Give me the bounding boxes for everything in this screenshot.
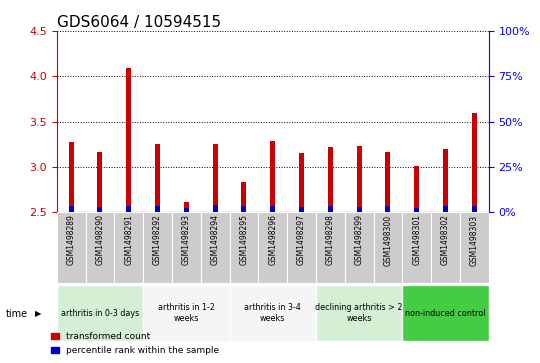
Bar — [230, 212, 258, 283]
Bar — [213, 144, 218, 212]
Text: GSM1498293: GSM1498293 — [182, 215, 191, 265]
Bar — [414, 166, 419, 212]
Bar — [241, 207, 246, 212]
Bar — [126, 68, 131, 212]
Bar — [374, 212, 402, 283]
Bar — [143, 285, 230, 341]
Text: GSM1498291: GSM1498291 — [124, 215, 133, 265]
Text: GSM1498289: GSM1498289 — [66, 215, 76, 265]
Bar — [241, 182, 246, 212]
Bar — [328, 147, 333, 212]
Bar — [414, 208, 419, 212]
Bar — [328, 207, 333, 212]
Bar — [316, 285, 402, 341]
Bar — [155, 207, 160, 212]
Bar — [270, 207, 275, 212]
Text: GSM1498297: GSM1498297 — [297, 215, 306, 265]
Text: GSM1498296: GSM1498296 — [268, 215, 277, 265]
Text: arthritis in 0-3 days: arthritis in 0-3 days — [61, 309, 139, 318]
Bar — [258, 212, 287, 283]
Bar — [345, 212, 374, 283]
Bar — [184, 203, 189, 212]
Bar — [472, 113, 477, 212]
Bar — [213, 205, 218, 212]
Bar — [97, 152, 103, 212]
Text: arthritis in 3-4
weeks: arthritis in 3-4 weeks — [244, 303, 301, 323]
Bar — [402, 212, 431, 283]
Bar — [472, 207, 477, 212]
Bar — [97, 207, 103, 212]
Bar — [402, 285, 489, 341]
Bar — [460, 212, 489, 283]
Bar — [57, 212, 85, 283]
Bar — [386, 152, 390, 212]
Bar — [443, 149, 448, 212]
Bar — [316, 212, 345, 283]
Bar — [172, 212, 201, 283]
Text: declining arthritis > 2
weeks: declining arthritis > 2 weeks — [315, 303, 403, 323]
Bar — [201, 212, 230, 283]
Bar — [69, 207, 73, 212]
Text: GSM1498301: GSM1498301 — [412, 215, 421, 265]
Bar — [299, 207, 304, 212]
Text: GSM1498303: GSM1498303 — [470, 215, 479, 266]
Bar — [356, 146, 362, 212]
Text: GDS6064 / 10594515: GDS6064 / 10594515 — [57, 15, 221, 29]
Legend: transformed count, percentile rank within the sample: transformed count, percentile rank withi… — [48, 329, 222, 359]
Bar — [287, 212, 316, 283]
Text: arthritis in 1-2
weeks: arthritis in 1-2 weeks — [158, 303, 215, 323]
Text: GSM1498292: GSM1498292 — [153, 215, 162, 265]
Bar — [386, 207, 390, 212]
Bar — [57, 285, 143, 341]
Bar — [126, 205, 131, 212]
Bar — [270, 140, 275, 212]
Bar — [356, 207, 362, 212]
Bar — [143, 212, 172, 283]
Bar — [69, 142, 73, 212]
Bar — [155, 144, 160, 212]
Bar — [443, 207, 448, 212]
Text: GSM1498302: GSM1498302 — [441, 215, 450, 265]
Bar — [85, 212, 114, 283]
Text: GSM1498294: GSM1498294 — [211, 215, 220, 265]
Text: GSM1498290: GSM1498290 — [96, 215, 104, 265]
Bar — [184, 208, 189, 212]
Text: GSM1498299: GSM1498299 — [355, 215, 363, 265]
Text: GSM1498298: GSM1498298 — [326, 215, 335, 265]
Text: GSM1498300: GSM1498300 — [383, 215, 393, 266]
Text: GSM1498295: GSM1498295 — [239, 215, 248, 265]
Text: ▶: ▶ — [35, 310, 42, 318]
Bar — [230, 285, 316, 341]
Bar — [299, 153, 304, 212]
Text: time: time — [5, 309, 28, 319]
Bar — [114, 212, 143, 283]
Bar — [431, 212, 460, 283]
Text: non-induced control: non-induced control — [405, 309, 486, 318]
